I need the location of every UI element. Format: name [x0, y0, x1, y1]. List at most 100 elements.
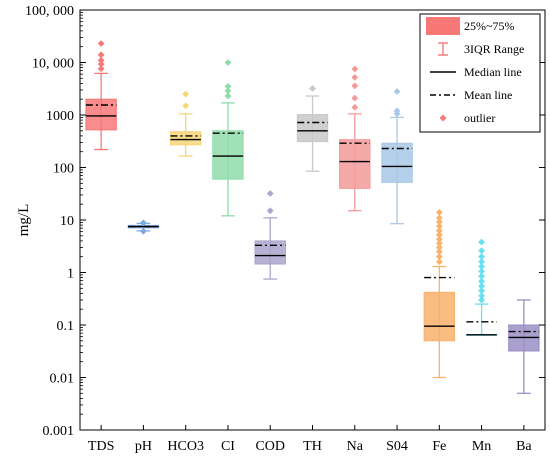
legend-swatch-box: [426, 17, 460, 35]
legend-entry-mean: Mean line: [430, 88, 512, 102]
iqr-box: [381, 142, 413, 183]
outlier-point: [478, 296, 485, 304]
x-tick-label: HCO3: [167, 439, 204, 454]
box-hco3: [169, 90, 202, 157]
legend-swatch-outlier: [439, 114, 447, 122]
outlier-point: [435, 239, 443, 247]
iqr-box: [254, 240, 286, 265]
box-cod: [254, 190, 286, 280]
outlier-point: [435, 218, 443, 226]
y-tick-label: 0.1: [57, 319, 75, 334]
y-tick-label: 1: [67, 267, 74, 282]
y-tick-label: 100: [53, 162, 74, 177]
outlier-point: [478, 267, 485, 275]
outlier-point: [435, 244, 443, 251]
outlier-point: [478, 247, 485, 255]
legend-entry-box: 25%~75%: [426, 17, 514, 35]
outlier-point: [266, 190, 274, 197]
outlier-point: [478, 258, 485, 266]
outlier-point: [393, 88, 401, 95]
legend-label: Median line: [464, 65, 522, 79]
legend-label: outlier: [464, 111, 495, 125]
outlier-point: [478, 253, 485, 261]
legend-entry-median: Median line: [430, 65, 522, 79]
box-fe: [423, 208, 456, 379]
outlier-point: [435, 222, 443, 230]
x-tick-label: COD: [255, 439, 285, 454]
iqr-box: [85, 98, 117, 131]
plot-area: [79, 9, 546, 431]
x-tick-label: CI: [221, 439, 235, 454]
y-tick-label: 10: [60, 214, 74, 229]
y-tick-label: 1000: [46, 109, 74, 124]
box-tds: [85, 40, 117, 151]
outlier-point: [435, 235, 443, 243]
outlier-point: [435, 248, 443, 256]
x-tick-label: TH: [303, 439, 322, 454]
outlier-point: [182, 102, 190, 110]
outlier-point: [224, 59, 232, 66]
legend-label: Mean line: [464, 88, 512, 102]
legend-entry-outlier: outlier: [439, 111, 495, 125]
y-tick-label: 0.01: [50, 372, 75, 387]
y-tick-label: 10, 000: [32, 57, 74, 72]
y-tick-label: 0.001: [43, 424, 75, 439]
outlier-point: [351, 94, 359, 102]
outlier-point: [351, 65, 359, 73]
legend-label: 3IQR Range: [464, 42, 524, 56]
iqr-box: [339, 139, 371, 189]
y-tick-label: 100, 000: [25, 4, 74, 19]
outlier-point: [97, 56, 105, 64]
outlier-point: [182, 90, 190, 98]
outlier-point: [393, 107, 401, 115]
legend-label: 25%~75%: [464, 19, 514, 33]
box-ci: [212, 59, 244, 217]
outlier-point: [435, 253, 443, 261]
outlier-point: [224, 83, 232, 90]
outlier-point: [97, 60, 105, 68]
outlier-point: [224, 92, 232, 100]
outlier-point: [435, 258, 443, 266]
x-tick-label: S04: [386, 439, 408, 454]
outlier-point: [478, 238, 485, 246]
axis-ticks: 0.001 0.01 0.1 1 10 100 1000 10, 000 100, 000 TDS…: [25, 4, 545, 454]
outlier-point: [435, 208, 443, 216]
x-tick-label: pH: [135, 439, 152, 454]
outlier-point: [478, 263, 485, 270]
outlier-point: [309, 85, 316, 92]
outlier-point: [478, 292, 485, 300]
box-ba: [508, 299, 540, 394]
iqr-box: [169, 131, 202, 146]
outlier-point: [435, 227, 443, 235]
y-axis-label-group: mg/L: [16, 204, 32, 237]
outlier-point: [97, 40, 105, 47]
outlier-point: [478, 282, 485, 290]
x-tick-label: TDS: [88, 439, 114, 454]
outlier-point: [478, 287, 485, 295]
outlier-point: [97, 51, 105, 59]
outlier-point: [478, 277, 485, 285]
outlier-point: [351, 103, 359, 111]
box-ph: [127, 219, 160, 235]
box-na: [339, 65, 371, 212]
box-th: [296, 85, 329, 172]
y-axis-label: mg/L: [16, 204, 32, 237]
box-mn: [465, 238, 498, 336]
outlier-point: [435, 231, 443, 239]
iqr-box: [212, 130, 244, 180]
outlier-point: [97, 65, 105, 73]
x-tick-label: Fe: [432, 439, 446, 454]
outlier-point: [140, 227, 147, 235]
outlier-point: [435, 214, 443, 222]
legend-entry-whisker: 3IQR Range: [438, 42, 524, 56]
iqr-box: [423, 291, 456, 342]
outlier-point: [224, 87, 232, 95]
x-tick-label: Na: [347, 439, 364, 454]
legend: 25%~75% 3IQR Range Median line Mean line out…: [419, 13, 541, 133]
outlier-point: [351, 82, 359, 90]
outlier-point: [478, 272, 485, 280]
iqr-box: [296, 114, 329, 143]
x-tick-label: Mn: [472, 439, 491, 454]
outlier-point: [140, 219, 147, 227]
